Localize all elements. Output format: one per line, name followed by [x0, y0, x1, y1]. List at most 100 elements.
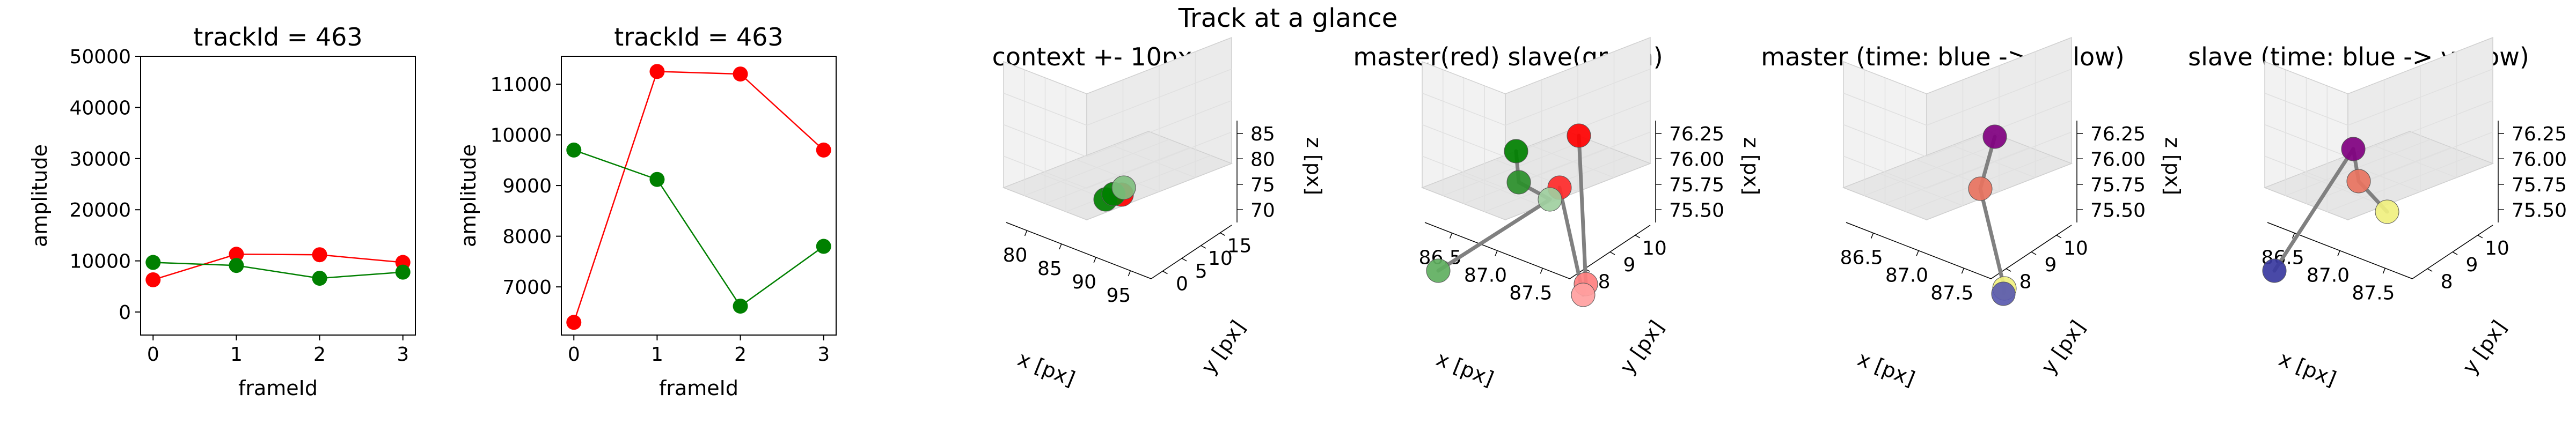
- x-axis-label: frameId: [238, 376, 318, 400]
- trajectory-line: [1577, 133, 1588, 286]
- series-line-1: [152, 253, 403, 281]
- series-point: [649, 64, 665, 79]
- grid-line: [2326, 155, 2472, 212]
- y-tick-label: 9000: [502, 175, 552, 197]
- series-point: [816, 239, 831, 254]
- data-point: [1991, 281, 2016, 306]
- z-tick-label: 80: [1250, 148, 1275, 170]
- data-point: [2341, 137, 2366, 161]
- series-line-1: [573, 71, 824, 323]
- data-point: [1538, 187, 1562, 212]
- x-tick: [1540, 268, 1543, 274]
- y-tick-label: 8: [2441, 271, 2453, 293]
- y-tick: [2427, 268, 2433, 272]
- y-tick: [2477, 235, 2483, 239]
- x-tick: [2337, 250, 2340, 256]
- y-tick: [1609, 251, 1615, 255]
- y-tick: [2031, 251, 2037, 255]
- grid-line: [1505, 69, 1651, 126]
- y-axis-label: y [px]: [1197, 316, 1250, 378]
- scatter3d-chart-2: master(red) slave(green)86.587.087.58910…: [1353, 36, 1763, 391]
- grid-line: [1952, 145, 2036, 178]
- z-tick-label: 76.00: [2512, 148, 2567, 170]
- x-tick-label: 0: [147, 344, 159, 366]
- data-point: [1968, 176, 1993, 201]
- y-tick-label: 9: [2045, 254, 2057, 276]
- plot-frame: [561, 56, 837, 336]
- series-point: [145, 272, 161, 287]
- y-tick: [1635, 235, 1641, 239]
- x-axis-label: x [px]: [1014, 347, 1078, 391]
- z-tick-label: 70: [1250, 199, 1275, 221]
- grid-line: [1112, 145, 1196, 178]
- y-axis-label: y [px]: [1615, 316, 1669, 378]
- x-tick: [2382, 268, 2386, 274]
- x-axis-line: [1006, 222, 1152, 279]
- x-tick-label: 87.0: [1885, 265, 1928, 287]
- y-tick-label: 10: [2063, 237, 2088, 259]
- y-tick-label: 8: [2019, 271, 2032, 293]
- data-point: [1504, 139, 1528, 164]
- x-tick-label: 87.0: [1464, 265, 1507, 287]
- x-tick-label: 87.0: [2307, 265, 2350, 287]
- y-tick: [1201, 245, 1206, 249]
- x-tick-label: 0: [568, 344, 580, 366]
- data-point: [2346, 169, 2371, 194]
- y-tick: [1220, 232, 1225, 236]
- x-tick: [1916, 250, 1919, 256]
- z-tick-label: 75.75: [1669, 174, 1724, 196]
- series-point: [145, 255, 161, 270]
- chart-title: trackId = 463: [614, 23, 783, 51]
- grid-line: [1885, 147, 2030, 204]
- series-point: [229, 247, 244, 262]
- y-tick-label: 40000: [69, 97, 131, 119]
- data-point: [2375, 199, 2399, 224]
- y-tick: [2006, 268, 2011, 272]
- grid-line: [1843, 93, 1927, 126]
- data-point: [2262, 258, 2287, 283]
- y-axis-label: y [px]: [2458, 316, 2512, 378]
- trajectory-line: [1978, 187, 2007, 291]
- z-tick-label: 76.25: [2090, 123, 2146, 145]
- z-tick-label: 75.75: [2090, 174, 2146, 196]
- figure-suptitle: Track at a glance: [1178, 3, 1398, 33]
- x-tick: [1870, 233, 1874, 239]
- x-tick-label: 86.5: [1840, 247, 1883, 269]
- x-tick-label: 1: [651, 344, 663, 366]
- y-axis-line: [1151, 225, 1232, 279]
- x-axis-label: frameId: [659, 376, 738, 400]
- z-tick-label: 85: [1250, 123, 1275, 145]
- y-axis-label: amplitude: [28, 144, 52, 247]
- z-axis-label: z [px]: [2161, 137, 2184, 195]
- y-tick-label: 50000: [69, 46, 131, 68]
- x-tick-label: 87.5: [2352, 282, 2395, 304]
- y-tick-label: 20000: [69, 199, 131, 221]
- series-line-2: [153, 262, 403, 279]
- line-chart-1: trackId = 463 0 1 2 3 0 10000 20000 30000 40000 50…: [28, 23, 416, 400]
- y-tick-label: 11000: [490, 74, 552, 96]
- z-tick-label: 75.50: [2512, 199, 2567, 221]
- grid-line: [2373, 145, 2457, 178]
- data-point: [1567, 123, 1591, 148]
- y-tick-label: 5: [1195, 261, 1208, 283]
- y-tick-label: 15: [1227, 235, 1252, 257]
- y-tick-label: 9: [2466, 254, 2478, 276]
- series-point: [649, 172, 665, 187]
- z-axis-label: z [px]: [1302, 137, 1326, 195]
- series-point: [733, 66, 748, 82]
- chart-title: trackId = 463: [193, 23, 362, 51]
- data-point: [1571, 283, 1596, 307]
- y-tick-label: 8000: [502, 226, 552, 248]
- y-tick-label: 30000: [69, 148, 131, 170]
- grid-line: [1065, 155, 1211, 212]
- z-tick-label: 75.50: [1669, 199, 1724, 221]
- x-tick-label: 95: [1107, 285, 1131, 307]
- y-tick: [1162, 271, 1168, 274]
- grid-line: [1531, 145, 1614, 178]
- x-tick-label: 80: [1003, 244, 1028, 266]
- x-tick-label: 85: [1037, 258, 1062, 280]
- y-axis-label: amplitude: [457, 144, 480, 247]
- z-axis-label: z [px]: [1739, 137, 1763, 195]
- series-point: [566, 142, 582, 158]
